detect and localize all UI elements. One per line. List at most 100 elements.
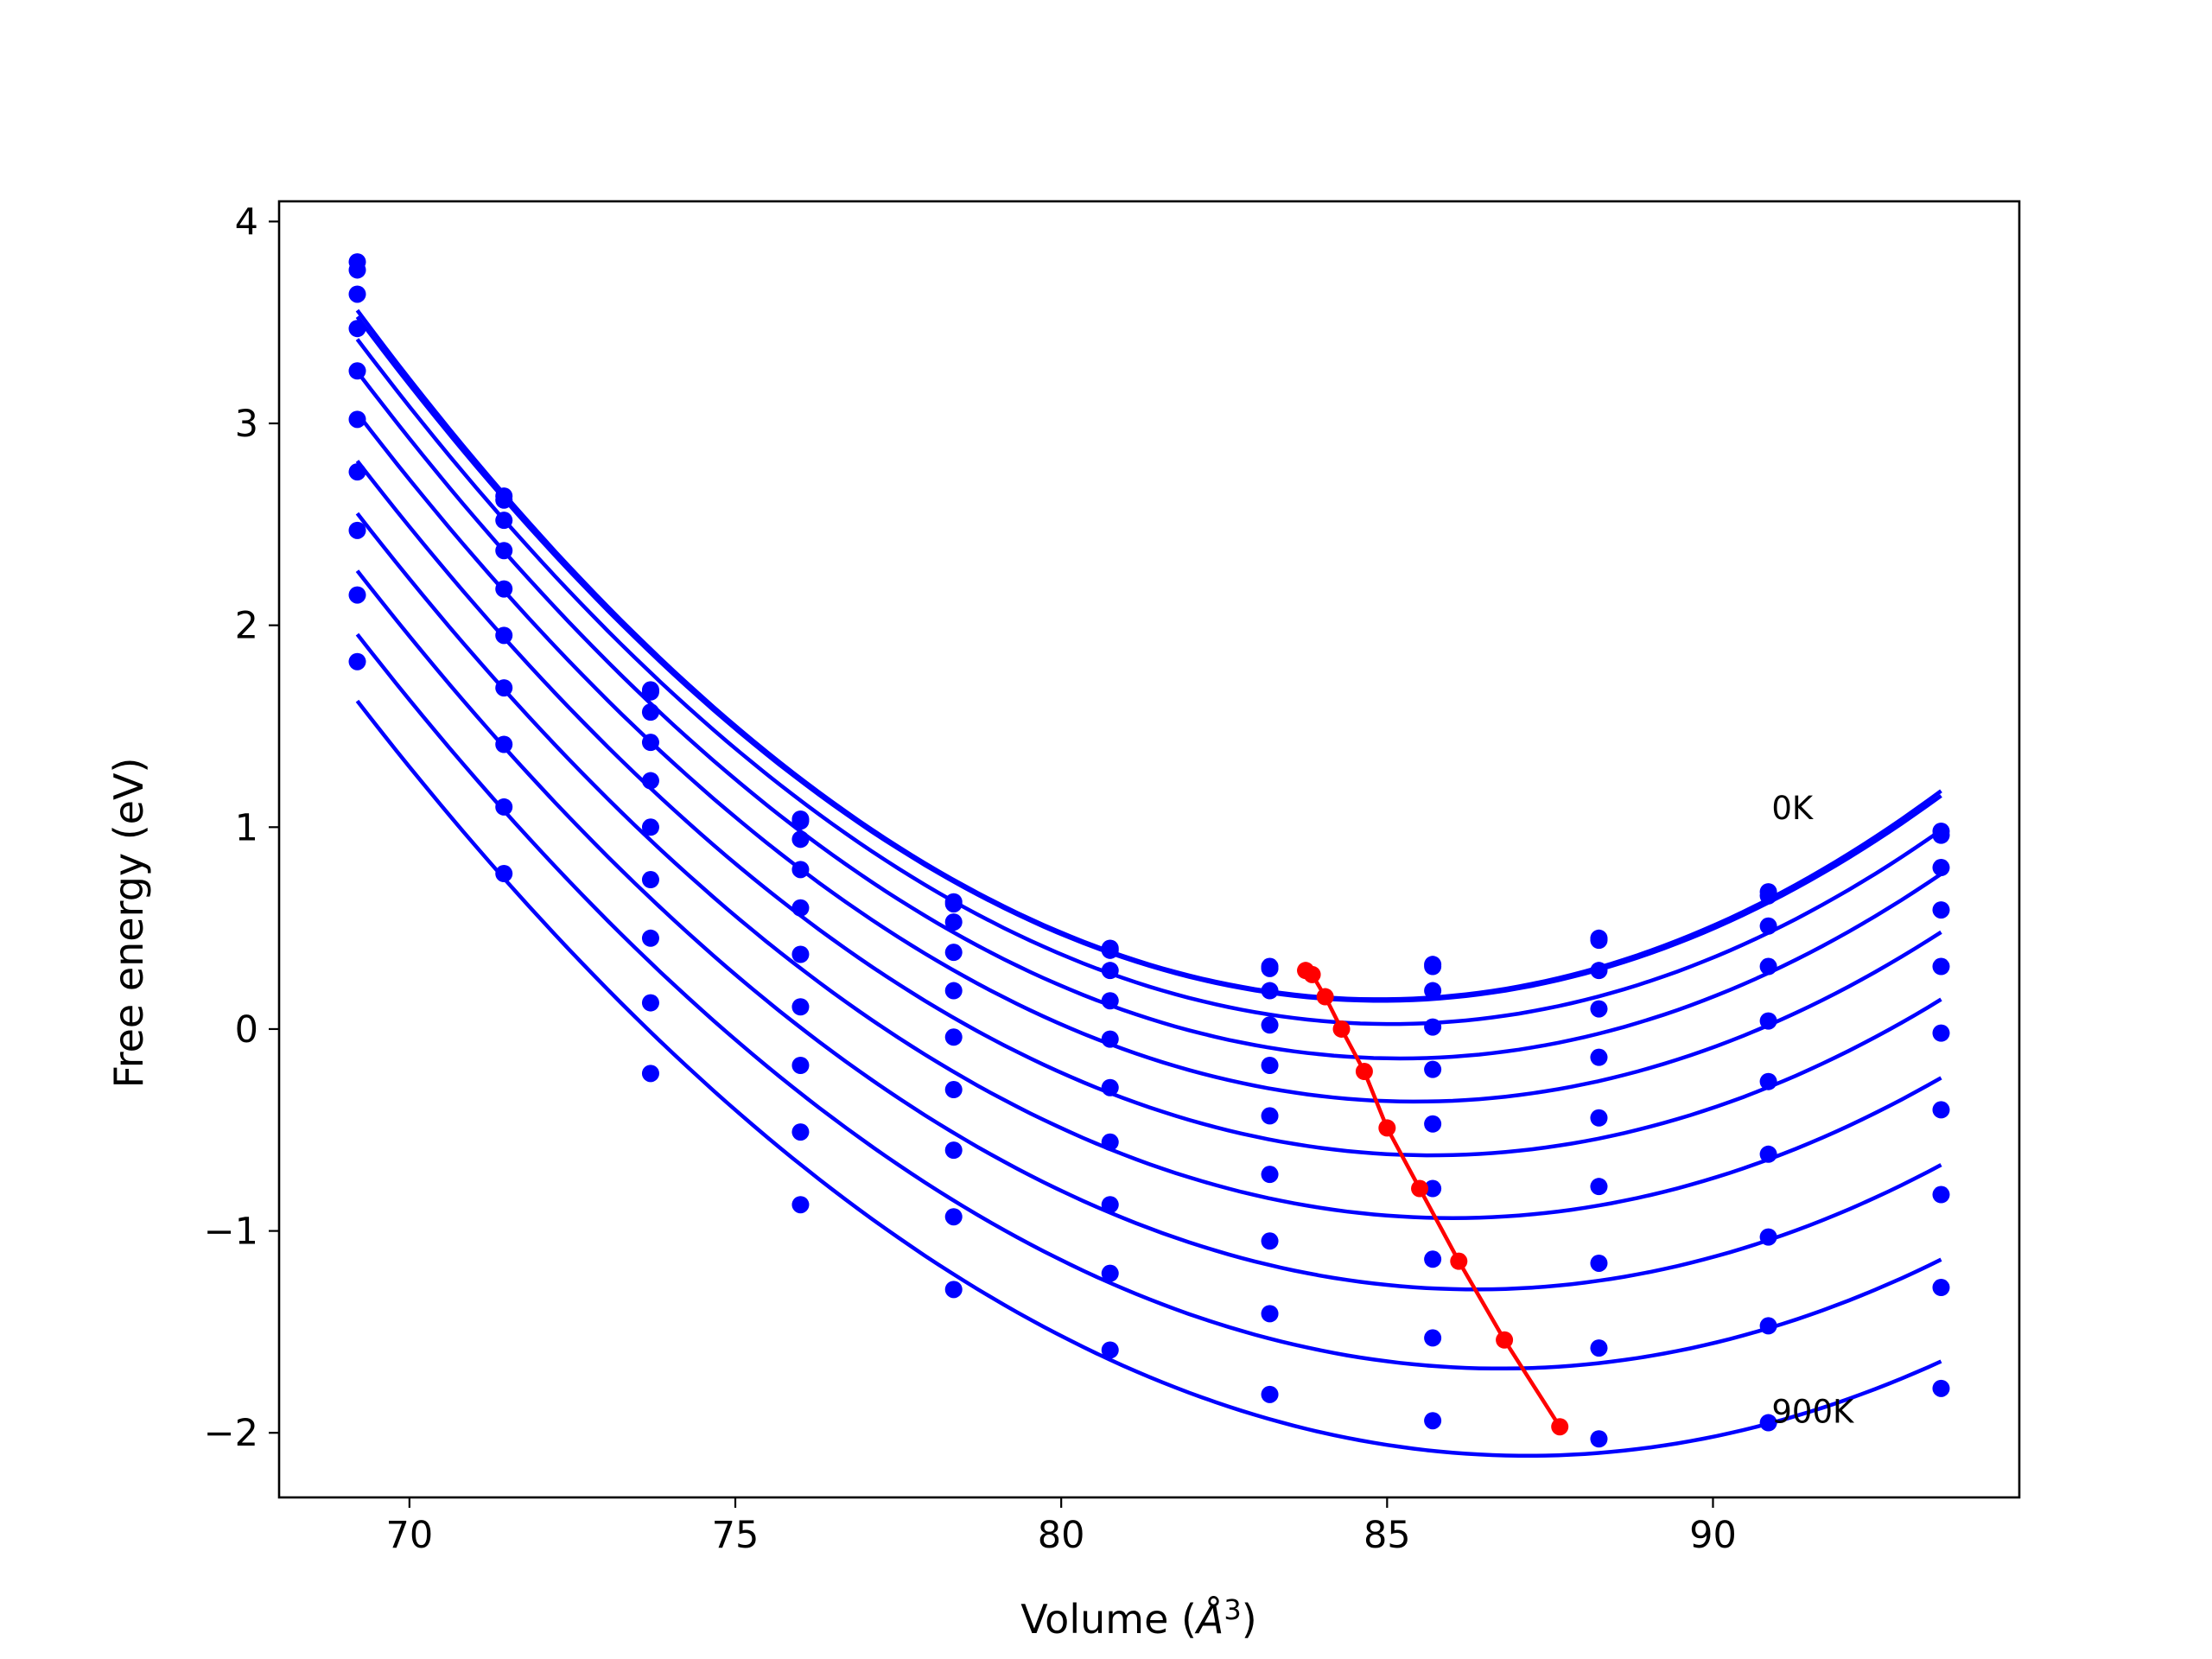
- data-point: [641, 734, 659, 752]
- data-point: [791, 998, 810, 1016]
- data-point: [1590, 1339, 1608, 1357]
- x-tick-label: 80: [1038, 1514, 1085, 1557]
- data-point: [791, 830, 810, 849]
- data-point: [348, 362, 366, 380]
- plot-area: [348, 253, 1950, 1459]
- data-point: [641, 772, 659, 790]
- data-point: [1261, 959, 1279, 977]
- data-point: [1101, 1341, 1119, 1359]
- y-tick-label: 4: [235, 200, 258, 244]
- data-point: [348, 652, 366, 671]
- fit-curve-4: [355, 411, 1942, 1104]
- minimum-point: [1551, 1418, 1569, 1436]
- data-point: [1261, 1305, 1279, 1323]
- data-point: [1424, 1115, 1442, 1133]
- minimum-point: [1303, 965, 1321, 983]
- data-point: [495, 512, 513, 530]
- data-point: [1932, 1379, 1950, 1397]
- data-point: [791, 945, 810, 963]
- data-point: [348, 521, 366, 539]
- data-point: [944, 1141, 963, 1160]
- data-point: [944, 895, 963, 913]
- data-point: [944, 982, 963, 1000]
- data-point: [495, 626, 513, 645]
- data-point: [1101, 941, 1119, 959]
- minimum-point: [1450, 1252, 1468, 1270]
- data-point: [1424, 1250, 1442, 1268]
- minimum-point: [1378, 1119, 1396, 1137]
- x-tick-label: 85: [1363, 1514, 1411, 1557]
- data-point: [1759, 957, 1777, 976]
- data-point: [791, 1196, 810, 1214]
- data-point: [641, 1065, 659, 1083]
- data-point: [944, 944, 963, 962]
- data-point: [495, 679, 513, 697]
- fit-curve-6: [355, 512, 1942, 1220]
- data-point: [1590, 1254, 1608, 1272]
- data-point: [1590, 1000, 1608, 1018]
- data-point: [1759, 1317, 1777, 1335]
- plot-frame: [277, 200, 2021, 1499]
- data-point: [1932, 957, 1950, 976]
- data-point: [641, 683, 659, 701]
- data-point: [944, 1028, 963, 1046]
- y-tick-label: 2: [235, 605, 258, 648]
- data-point: [495, 865, 513, 883]
- x-tick-label: 90: [1689, 1514, 1737, 1557]
- fit-curve-9: [355, 699, 1942, 1459]
- y-tick-label: 1: [235, 806, 258, 849]
- data-point: [641, 703, 659, 721]
- data-point: [1590, 962, 1608, 980]
- fit-curve-3: [355, 370, 1942, 1061]
- data-point: [1932, 826, 1950, 844]
- data-point: [348, 410, 366, 429]
- minimum-point: [1355, 1063, 1373, 1081]
- data-point: [1261, 1016, 1279, 1034]
- fit-curve-7: [355, 569, 1942, 1292]
- data-point: [1261, 1107, 1279, 1125]
- data-point: [495, 798, 513, 816]
- data-point: [1101, 1030, 1119, 1048]
- data-point: [1101, 1133, 1119, 1151]
- data-point: [1590, 1178, 1608, 1196]
- data-point: [1759, 1072, 1777, 1090]
- data-point: [495, 542, 513, 560]
- data-point: [348, 285, 366, 303]
- data-point: [1424, 1412, 1442, 1430]
- x-axis-label: Volume (Å3): [1020, 1593, 1256, 1643]
- data-point: [791, 899, 810, 917]
- y-axis-ticks: −2 −1 0 1 2 3 4: [204, 200, 279, 1455]
- data-point: [1932, 901, 1950, 919]
- y-tick-label: 3: [235, 403, 258, 446]
- data-point: [1424, 982, 1442, 1000]
- data-point: [791, 1057, 810, 1074]
- exponent: 3: [1224, 1593, 1241, 1626]
- x-axis-ticks: 70 75 80 85 90: [386, 1497, 1737, 1557]
- minima-line: [1304, 969, 1562, 1428]
- data-point: [495, 735, 513, 753]
- y-tick-label: −1: [204, 1211, 258, 1254]
- data-point: [348, 586, 366, 604]
- data-point: [944, 1281, 963, 1299]
- data-point: [1101, 1264, 1119, 1282]
- data-point: [1424, 957, 1442, 976]
- data-point: [1590, 1430, 1608, 1448]
- data-point: [1759, 1228, 1777, 1246]
- data-point: [1590, 931, 1608, 950]
- data-point: [791, 861, 810, 879]
- data-point: [1261, 1166, 1279, 1184]
- data-point: [1424, 1018, 1442, 1036]
- fit-curve-2: [355, 338, 1942, 1027]
- data-point: [1759, 1012, 1777, 1030]
- minimum-point: [1496, 1331, 1514, 1349]
- data-point: [944, 913, 963, 931]
- data-point: [1424, 1329, 1442, 1347]
- data-point: [1424, 1060, 1442, 1078]
- data-point: [1932, 1101, 1950, 1119]
- data-point: [1759, 1414, 1777, 1432]
- data-point: [1101, 962, 1119, 980]
- fit-curve-8: [355, 632, 1942, 1371]
- data-point: [641, 929, 659, 947]
- minimum-point: [1411, 1179, 1429, 1198]
